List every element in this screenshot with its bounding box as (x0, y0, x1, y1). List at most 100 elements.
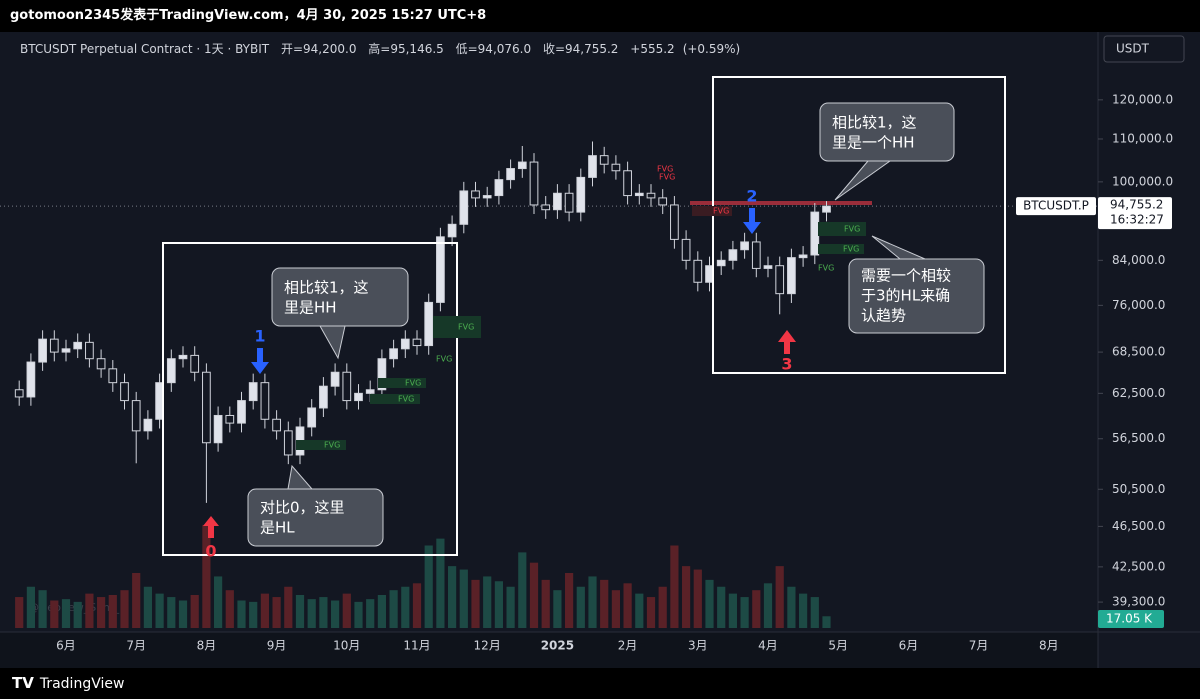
candle-body (728, 249, 738, 261)
logo: TV (12, 674, 34, 692)
candle-body (365, 389, 375, 394)
candle-body (213, 414, 223, 444)
legend-key: 低= (455, 42, 478, 56)
change: +555.2 (630, 42, 675, 56)
volume-bar (518, 552, 527, 628)
candle-body (237, 400, 246, 424)
x-tick-label: 9月 (267, 639, 287, 653)
y-tick-label: 39,300.0 (1112, 595, 1165, 609)
x-tick-label: 6月 (56, 639, 76, 653)
callout-text: 里是HH (284, 299, 337, 317)
candle-body (108, 368, 118, 384)
y-tick-label: 46,500.0 (1112, 519, 1165, 533)
volume-bar (85, 593, 94, 628)
volume-bar (705, 579, 714, 628)
volume-bar (670, 545, 679, 628)
volume-bar (73, 601, 82, 628)
y-tick-label: 56,500.0 (1112, 431, 1165, 445)
candle-body (529, 161, 539, 206)
volume-bar (331, 600, 340, 628)
x-tick-label: 8月 (1039, 639, 1059, 653)
volume-bar (752, 590, 761, 628)
legend-value: 95,146.5 (390, 42, 444, 56)
candle-body (73, 341, 83, 350)
candle-body (319, 385, 328, 409)
currency-button[interactable] (1103, 35, 1185, 63)
arrow-down (251, 348, 269, 374)
volume-bar (202, 524, 211, 628)
candle-body (143, 418, 153, 432)
volume-bar (565, 573, 574, 628)
callout: 相比较1，这 里是HH (271, 267, 409, 360)
candle-body (798, 254, 808, 259)
callout-text: 认趋势 (861, 307, 906, 325)
candle-body (693, 259, 703, 283)
candle-body (611, 163, 621, 172)
legend-key: 开= (280, 42, 304, 56)
volume-bar (799, 593, 808, 628)
volume-bar (646, 597, 656, 628)
marker-label: 0 (205, 542, 216, 561)
candle-body (424, 301, 434, 347)
candle-body (494, 179, 504, 197)
fvg-label: FVG (659, 173, 675, 182)
marker-label: 1 (254, 327, 265, 346)
callout-text: 相比较1，这 (832, 114, 917, 132)
footer: TV TradingView (0, 668, 1200, 699)
candle-body (272, 418, 281, 432)
x-tick-label: 10月 (333, 639, 360, 653)
candle-body (61, 348, 71, 353)
volume-bar (260, 593, 269, 628)
fvg-label: FVG (398, 395, 414, 404)
fvg-zone (433, 316, 481, 338)
symbol-tag (1016, 197, 1096, 216)
arrow-up (778, 330, 796, 354)
candle-body (412, 338, 422, 347)
volume-bar (377, 595, 386, 628)
candle-body (202, 371, 211, 444)
candle-body (681, 238, 691, 261)
candle-body (307, 407, 317, 428)
volume-bar (471, 579, 480, 628)
candle-body (283, 430, 293, 456)
volume-bar (319, 597, 328, 628)
volume-bar (728, 593, 737, 628)
x-tick-label: 7月 (969, 639, 989, 653)
arrow-up (203, 516, 219, 538)
candle-body (49, 338, 59, 353)
volume-bar (682, 566, 691, 628)
candle-body (506, 168, 515, 181)
candle-body (14, 389, 24, 398)
y-tick-label: 68,500.0 (1112, 345, 1165, 359)
volume-bar (61, 599, 71, 628)
fvg-label: FVG (713, 207, 729, 216)
fvg-label: FVG (843, 245, 859, 254)
candle-body (120, 382, 129, 402)
volume-bar (401, 586, 410, 628)
volume-bar (214, 576, 223, 628)
callout: 需要一个相较 于3的HL来确 认趋势 (848, 235, 985, 334)
volume-bar (412, 583, 422, 628)
volume-bar (822, 616, 831, 628)
y-tick-label: 76,000.0 (1112, 298, 1165, 312)
candle-body (588, 155, 597, 178)
candle-body (447, 223, 457, 238)
volume-bar (600, 579, 609, 628)
candle-body (389, 348, 398, 360)
volume-tag-text: 17.05 K (1106, 612, 1153, 626)
volume-bar (506, 586, 515, 628)
callout-text: 相比较1，这 (284, 279, 369, 297)
callout-text: 是HL (260, 519, 295, 537)
y-tick-label: 84,000.0 (1112, 253, 1165, 267)
volume-bar (810, 597, 819, 628)
price-tag (1098, 197, 1172, 230)
candle-body (260, 382, 270, 420)
volume-bar (740, 597, 749, 628)
volume-bar (132, 573, 141, 628)
currency: USDT (1116, 42, 1150, 56)
callout: 相比较1，这 里是一个HH (819, 102, 955, 201)
volume-bar (225, 590, 234, 628)
fvg-label: FVG (458, 323, 474, 332)
x-tick-label: 2月 (618, 639, 638, 653)
